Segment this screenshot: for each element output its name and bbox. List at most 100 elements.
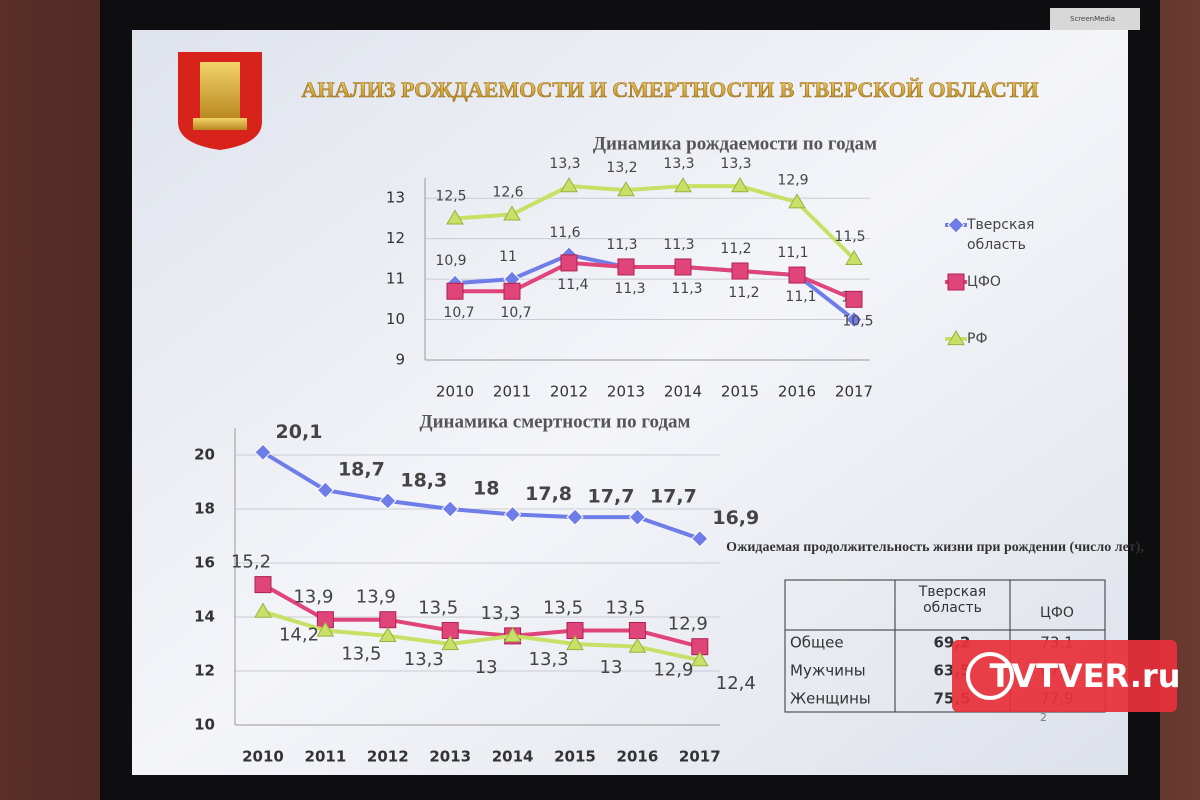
marker bbox=[788, 193, 806, 209]
marker bbox=[617, 181, 635, 197]
watermark-text: TVTVER.ru bbox=[990, 657, 1181, 695]
series-line bbox=[454, 184, 856, 261]
value-label: 13,5 bbox=[341, 644, 381, 665]
table-header: ЦФО bbox=[1040, 605, 1074, 621]
marker bbox=[316, 621, 335, 637]
value-label: 18,3 bbox=[400, 469, 447, 491]
value-label: 13 bbox=[475, 657, 498, 678]
value-label: 13,9 bbox=[356, 587, 396, 608]
x-tick-label: 2011 bbox=[493, 383, 531, 401]
chart-title: Динамика рождаемости по годам bbox=[593, 133, 877, 154]
value-label: 12,6 bbox=[492, 184, 523, 200]
value-label: 10,5 bbox=[842, 313, 873, 329]
value-label: 13,2 bbox=[606, 160, 637, 176]
marker bbox=[947, 330, 965, 346]
legend-label: Тверская область bbox=[967, 217, 1035, 253]
x-tick-label: 2015 bbox=[554, 748, 596, 766]
value-label: 12,9 bbox=[777, 172, 808, 188]
value-label: 13,3 bbox=[663, 156, 694, 172]
x-tick-label: 2014 bbox=[492, 748, 534, 766]
x-tick-label: 2012 bbox=[550, 383, 588, 401]
y-tick-label: 14 bbox=[194, 608, 215, 626]
marker bbox=[947, 216, 965, 234]
marker bbox=[628, 508, 647, 526]
x-tick-label: 2017 bbox=[679, 748, 721, 766]
y-tick-label: 11 bbox=[386, 270, 405, 288]
y-tick-label: 10 bbox=[386, 310, 405, 328]
page-number: 2 bbox=[1040, 711, 1047, 724]
table-cell: Общее bbox=[790, 634, 844, 652]
value-label: 20,1 bbox=[276, 421, 323, 443]
y-tick-label: 16 bbox=[194, 554, 215, 572]
value-label: 11,2 bbox=[728, 285, 759, 301]
screen-case bbox=[1050, 8, 1140, 30]
value-label: 11,2 bbox=[720, 241, 751, 257]
value-label: 12,4 bbox=[716, 673, 756, 694]
marker bbox=[674, 258, 692, 276]
value-label: 10,7 bbox=[500, 305, 531, 321]
marker bbox=[560, 177, 578, 193]
marker bbox=[731, 177, 749, 193]
marker bbox=[446, 282, 464, 300]
value-label: 11,3 bbox=[606, 237, 637, 253]
value-label: 13,9 bbox=[293, 587, 333, 608]
value-label: 10,9 bbox=[435, 253, 466, 269]
marker bbox=[731, 262, 749, 280]
marker bbox=[617, 258, 635, 276]
y-tick-label: 13 bbox=[386, 189, 405, 207]
table-header-cell: Тверская область bbox=[918, 584, 987, 616]
value-label: 12,9 bbox=[668, 614, 708, 635]
legend-box: РФ bbox=[967, 331, 988, 347]
series-line bbox=[262, 609, 701, 663]
y-tick-label: 20 bbox=[194, 446, 215, 464]
legend-label: РФ bbox=[967, 331, 988, 347]
y-tick-label: 12 bbox=[386, 229, 405, 247]
value-label: 13,5 bbox=[605, 598, 645, 619]
value-label: 12,9 bbox=[653, 660, 693, 681]
x-tick-label: 2011 bbox=[305, 748, 347, 766]
marker bbox=[254, 443, 272, 462]
marker bbox=[566, 635, 584, 651]
table-cell: Женщины bbox=[790, 690, 871, 708]
legend-box: Тверская область bbox=[967, 217, 1035, 253]
value-label: 12,5 bbox=[435, 188, 466, 204]
marker bbox=[446, 209, 464, 225]
marker bbox=[441, 500, 459, 518]
marker bbox=[254, 576, 272, 594]
marker bbox=[379, 492, 397, 510]
marker bbox=[845, 249, 863, 265]
x-tick-label: 2013 bbox=[607, 383, 645, 401]
marker bbox=[845, 310, 863, 329]
marker bbox=[503, 626, 522, 642]
value-label: 11,6 bbox=[549, 225, 580, 241]
table-header: Тверская область bbox=[918, 584, 987, 616]
marker bbox=[674, 177, 692, 193]
marker bbox=[560, 254, 578, 272]
value-label: 16,9 bbox=[712, 507, 759, 529]
x-tick-label: 2017 bbox=[835, 383, 873, 401]
x-tick-label: 2013 bbox=[429, 748, 471, 766]
x-tick-label: 2016 bbox=[617, 748, 659, 766]
marker bbox=[316, 481, 335, 499]
marker bbox=[503, 282, 521, 300]
value-label: 15,2 bbox=[231, 552, 271, 573]
marker bbox=[503, 205, 521, 221]
marker bbox=[378, 626, 397, 642]
value-label: 13,5 bbox=[543, 598, 583, 619]
marker bbox=[691, 529, 709, 548]
marker bbox=[690, 651, 709, 667]
marker bbox=[379, 611, 397, 629]
value-label: 11,3 bbox=[614, 281, 645, 297]
value-label: 17,7 bbox=[588, 486, 635, 508]
legend-label: ЦФО bbox=[967, 274, 1001, 290]
value-label: 13 bbox=[600, 657, 623, 678]
legend-box: ЦФО bbox=[967, 274, 1001, 290]
life-table: Ожидаемая продолжительность жизни при ро… bbox=[726, 540, 1144, 713]
value-label: 11,4 bbox=[557, 277, 588, 293]
series-line bbox=[262, 582, 701, 649]
value-label: 11,1 bbox=[777, 245, 808, 261]
x-tick-label: 2010 bbox=[242, 748, 284, 766]
value-label: 18,7 bbox=[338, 459, 385, 481]
